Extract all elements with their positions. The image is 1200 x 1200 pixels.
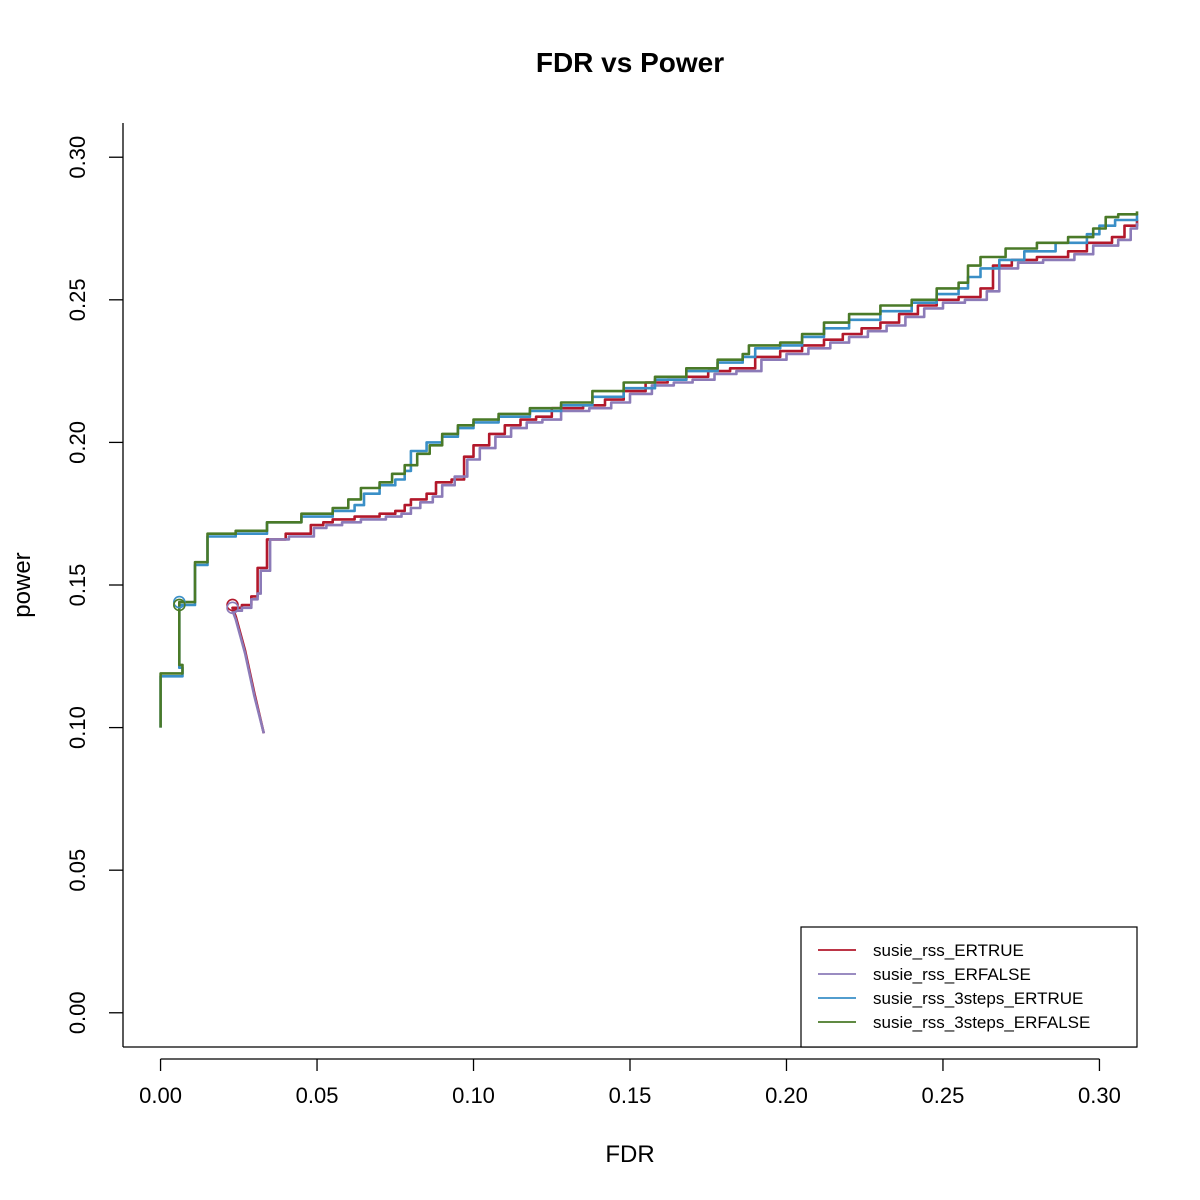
y-tick-label: 0.25 [65, 278, 90, 321]
x-tick-label: 0.15 [609, 1083, 652, 1108]
y-tick-label: 0.15 [65, 564, 90, 607]
legend-box [800, 926, 1138, 1048]
marker-layer [173, 595, 239, 615]
y-tick-label: 0.00 [65, 991, 90, 1034]
x-axis: 0.00 0.05 0.10 0.15 0.20 0.25 0.30 [139, 1058, 1121, 1108]
y-tick-label: 0.05 [65, 849, 90, 892]
x-tick-label: 0.20 [765, 1083, 808, 1108]
x-tick-label: 0.30 [1078, 1083, 1121, 1108]
series-line-1 [231, 222, 1139, 734]
y-tick-label: 0.30 [65, 136, 90, 179]
x-tick-label: 0.10 [452, 1083, 495, 1108]
x-axis-label: FDR [605, 1141, 654, 1168]
y-tick-label: 0.10 [65, 706, 90, 749]
legend-label-1: susie_rss_ERFALSE [873, 965, 1031, 984]
legend-label-2: susie_rss_3steps_ERTRUE [873, 989, 1083, 1008]
series-marker-3 [173, 598, 186, 612]
x-tick-label: 0.00 [139, 1083, 182, 1108]
legend: susie_rss_ERTRUE susie_rss_ERFALSE susie_r… [800, 926, 1138, 1048]
chart-title: FDR vs Power [536, 47, 724, 78]
y-axis: 0.00 0.05 0.10 0.15 0.20 0.25 0.30 [65, 136, 123, 1034]
legend-label-3: susie_rss_3steps_ERFALSE [873, 1013, 1090, 1032]
legend-label-0: susie_rss_ERTRUE [873, 941, 1024, 960]
series-marker-1 [226, 601, 239, 615]
series-line-3 [159, 211, 1139, 728]
x-tick-label: 0.25 [922, 1083, 965, 1108]
x-tick-label: 0.05 [296, 1083, 339, 1108]
series-layer [159, 211, 1139, 734]
y-axis-label: power [9, 552, 36, 617]
y-tick-label: 0.20 [65, 421, 90, 464]
